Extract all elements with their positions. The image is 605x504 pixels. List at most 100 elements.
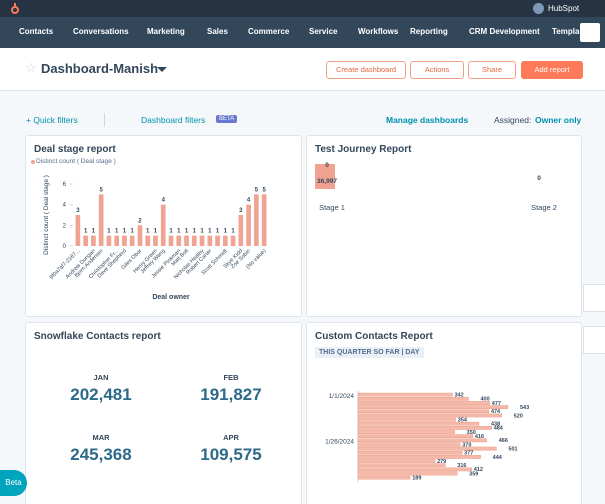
nav-item[interactable]: Workflows [358, 27, 399, 36]
nav-item[interactable]: Conversations [73, 27, 129, 36]
data-label: 1 [193, 229, 197, 235]
bar [357, 463, 446, 468]
conversion-label: 0 [325, 162, 329, 169]
data-label: 359 [469, 471, 478, 477]
bar [357, 392, 453, 397]
data-label: 520 [514, 413, 523, 419]
dashboard-title[interactable]: Dashboard-Manish [41, 61, 159, 76]
nav-item[interactable]: Commerce [248, 27, 290, 36]
bar [106, 235, 112, 246]
custom-card: Custom Contacts Report THIS QUARTER SO F… [306, 322, 582, 504]
data-label: 4 [247, 198, 251, 204]
bar [357, 397, 469, 401]
nav-item[interactable]: Templa [552, 27, 580, 36]
data-label: 377 [464, 451, 473, 457]
data-label: 416 [475, 434, 484, 440]
bar [357, 409, 490, 414]
data-label: 1 [154, 229, 158, 235]
metric-label: FEB [223, 373, 239, 382]
y-axis-label: Distinct count ( Deal stage ) [43, 175, 50, 255]
x-axis-label: Deal owner [152, 294, 190, 301]
bar [357, 426, 492, 430]
value-label: 0 [537, 175, 541, 182]
bar [215, 235, 220, 246]
bar [357, 471, 458, 476]
bar [261, 194, 267, 246]
bar [153, 235, 158, 246]
avatar[interactable] [533, 3, 544, 14]
nav-item[interactable]: Sales [207, 27, 228, 36]
deal-card: Deal stage report Distinct count ( Deal s… [25, 135, 302, 317]
bar [184, 235, 189, 246]
bar [91, 235, 96, 246]
logo[interactable] [8, 2, 22, 16]
bar [357, 446, 497, 451]
header-button[interactable]: Share [468, 61, 516, 79]
y-tick-label: 1/1/2024 [329, 393, 355, 400]
beta-badge: BETA [216, 115, 238, 123]
bar-chart: 0 2 4 6 Distinct count ( Deal stage ) Deal ow… [43, 175, 268, 301]
account-name[interactable]: HubSpot [548, 4, 580, 13]
manage-dashboards[interactable]: Manage dashboards [386, 115, 469, 125]
y-tick-label: 6 [63, 182, 67, 188]
favorite-star[interactable]: ☆ [25, 60, 37, 75]
metric-label: MAR [92, 433, 110, 442]
header-button[interactable]: Add report [521, 61, 583, 79]
bar [129, 235, 135, 246]
bar [357, 438, 487, 443]
nav-item[interactable]: Marketing [147, 27, 185, 36]
bar [357, 430, 455, 434]
nav-item[interactable]: Reporting [410, 27, 448, 36]
metric-value: 191,827 [200, 385, 262, 404]
data-label: 474 [491, 409, 501, 415]
side-tab[interactable] [583, 284, 605, 312]
data-label: 1 [84, 229, 88, 235]
metric-label: JAN [93, 373, 109, 382]
bar [357, 442, 461, 447]
journey-card: Test Journey Report 0 36,997 Stage 1 0 Stage … [306, 135, 582, 317]
bar [75, 215, 81, 246]
assigned-value[interactable]: Owner only [535, 115, 582, 125]
bar [357, 417, 456, 422]
funnel-bar [315, 164, 335, 189]
data-label: 1 [115, 229, 119, 235]
search-button[interactable] [580, 23, 600, 42]
bar [254, 194, 259, 246]
metric-value: 109,575 [200, 445, 262, 464]
card-title: Snowflake Contacts report [34, 331, 161, 342]
beta-button[interactable]: Beta [0, 470, 27, 496]
stage-label: Stage 2 [531, 203, 557, 212]
bar [357, 421, 480, 426]
nav-item[interactable]: Service [309, 27, 338, 36]
bar [145, 235, 151, 246]
quick-filters-text[interactable]: Quick filters [33, 115, 78, 125]
stage-label: Stage 1 [319, 203, 345, 212]
nav-item[interactable]: Contacts [19, 27, 54, 36]
nav-bar: Contacts Conversations Marketing Sales Comme… [0, 17, 605, 48]
header-button[interactable]: Create dashboard [326, 61, 406, 79]
card-title: Deal stage report [34, 144, 116, 155]
data-label: 370 [462, 442, 471, 448]
y-tick-label: 1/26/2024 [325, 439, 354, 446]
funnel-chart: 0 36,997 Stage 1 0 Stage 2 [315, 162, 557, 212]
bar [207, 235, 213, 246]
dashboard-filters[interactable]: Dashboard filters [141, 115, 206, 125]
title-caret[interactable] [157, 67, 167, 72]
data-label: 1 [92, 229, 96, 235]
bar [357, 405, 509, 409]
header-button[interactable]: Actions [410, 61, 464, 79]
bar [230, 235, 236, 246]
data-label: 1 [107, 229, 111, 235]
quick-filters[interactable]: + Quick filters [26, 115, 78, 125]
y-tick-label: 2 [63, 223, 67, 229]
bar [357, 455, 481, 459]
data-label: 1 [224, 229, 228, 235]
assigned-label: Assigned: [494, 115, 532, 125]
nav-item[interactable]: CRM Development [469, 27, 540, 36]
card-title: Test Journey Report [315, 144, 412, 155]
data-label: 350 [467, 430, 476, 436]
side-tab[interactable] [583, 326, 605, 354]
data-label: 438 [491, 422, 500, 428]
